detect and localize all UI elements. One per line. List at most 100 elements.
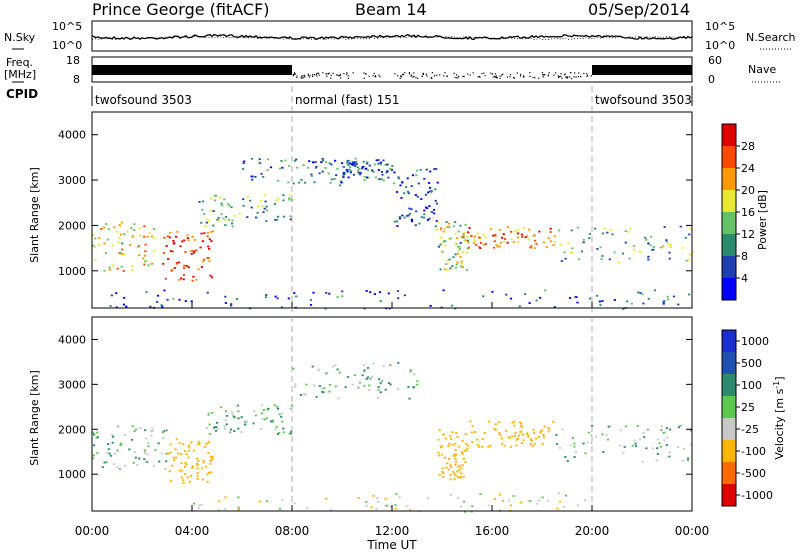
range-gate-cell	[406, 215, 409, 217]
range-gate-cell	[478, 236, 481, 239]
range-gate-cell	[223, 425, 226, 428]
freq-point	[494, 76, 496, 78]
range-gate-cell	[273, 203, 276, 205]
range-gate-cell	[193, 250, 196, 252]
freq-point	[422, 73, 425, 76]
range-gate-cell	[460, 262, 464, 265]
range-gate-cell	[261, 417, 264, 420]
range-gate-cell	[519, 501, 522, 504]
range-gate-cell	[505, 293, 508, 296]
range-gate-cell	[626, 300, 629, 303]
freq-point	[413, 75, 415, 77]
range-gate-cell	[206, 473, 209, 476]
range-gate-cell	[351, 164, 354, 166]
range-gate-cell	[220, 202, 223, 205]
range-gate-cell	[296, 166, 299, 169]
freq-point	[375, 75, 377, 78]
range-gate-cell	[450, 304, 454, 307]
range-gate-cell	[165, 460, 168, 463]
range-gate-cell	[476, 438, 479, 441]
range-gate-cell	[543, 436, 546, 439]
range-gate-cell	[595, 435, 598, 438]
freq-point	[346, 72, 348, 74]
noise-left-label: N.Sky	[4, 31, 36, 44]
range-gate-cell	[312, 291, 315, 294]
freq-point	[494, 73, 497, 75]
range-gate-cell	[424, 193, 427, 196]
range-gate-cell	[196, 474, 199, 477]
range-gate-cell	[152, 464, 155, 467]
range-gate-cell	[212, 210, 215, 212]
range-gate-cell	[252, 422, 255, 425]
freq-point	[586, 73, 588, 75]
range-gate-cell	[261, 205, 264, 207]
range-gate-cell	[145, 461, 148, 463]
range-gate-cell	[206, 427, 209, 429]
range-gate-cell	[196, 478, 199, 480]
range-gate-cell	[365, 290, 368, 292]
range-gate-cell	[409, 369, 412, 372]
freq-point	[365, 72, 367, 75]
range-gate-cell	[377, 162, 380, 165]
range-gate-cell	[363, 179, 366, 181]
range-gate-cell	[438, 474, 441, 476]
range-gate-cell	[415, 174, 418, 177]
range-gate-cell	[142, 257, 145, 260]
range-gate-cell	[647, 242, 650, 245]
range-gate-cell	[458, 469, 461, 471]
range-gate-cell	[407, 192, 410, 195]
range-gate-cell	[476, 232, 479, 235]
range-gate-cell	[677, 303, 680, 306]
range-gate-cell	[379, 300, 382, 302]
range-gate-cell	[341, 290, 344, 293]
cpid-label: CPID	[6, 87, 38, 101]
range-gate-cell	[175, 235, 178, 238]
range-gate-cell	[426, 207, 429, 209]
range-gate-cell	[178, 442, 181, 445]
range-gate-cell	[365, 505, 368, 507]
range-gate-cell	[168, 236, 171, 239]
range-gate-cell	[452, 256, 455, 259]
range-gate-cell	[314, 166, 317, 169]
range-gate-cell	[342, 172, 345, 174]
range-gate-cell	[292, 367, 295, 370]
range-gate-cell	[665, 427, 669, 429]
range-gate-cell	[461, 464, 464, 467]
range-gate-cell	[455, 432, 458, 434]
freq-point	[426, 75, 428, 77]
range-gate-cell	[460, 467, 463, 470]
range-gate-cell	[212, 230, 215, 233]
time-tick-label: 08:00	[275, 524, 310, 538]
colorbar-swatch	[722, 190, 736, 212]
range-gate-cell	[238, 212, 241, 215]
range-gate-cell	[336, 168, 339, 170]
range-gate-cell	[405, 505, 408, 508]
range-gate-cell	[218, 500, 221, 503]
range-gate-cell	[628, 257, 631, 260]
range-gate-cell	[529, 246, 532, 249]
range-gate-cell	[347, 164, 350, 166]
range-gate-cell	[456, 470, 459, 473]
range-gate-cell	[282, 431, 285, 434]
range-gate-cell	[355, 163, 358, 165]
range-gate-cell	[369, 377, 372, 380]
range-gate-cell	[436, 181, 439, 184]
range-gate-cell	[662, 245, 665, 248]
range-gate-cell	[509, 504, 513, 507]
range-gate-cell	[601, 255, 604, 257]
range-gate-cell	[408, 213, 411, 215]
range-gate-cell	[281, 166, 284, 169]
range-gate-cell	[564, 494, 567, 497]
freq-point	[363, 72, 365, 74]
range-gate-cell	[253, 410, 256, 413]
range-gate-cell	[380, 171, 383, 173]
range-gate-cell	[364, 168, 367, 170]
range-gate-cell	[224, 219, 227, 222]
range-gate-cell	[464, 510, 467, 513]
range-gate-cell	[539, 430, 542, 433]
range-gate-cell	[334, 364, 337, 366]
range-gate-cell	[454, 221, 457, 223]
range-gate-cell	[377, 397, 380, 399]
freq-point	[336, 74, 338, 76]
